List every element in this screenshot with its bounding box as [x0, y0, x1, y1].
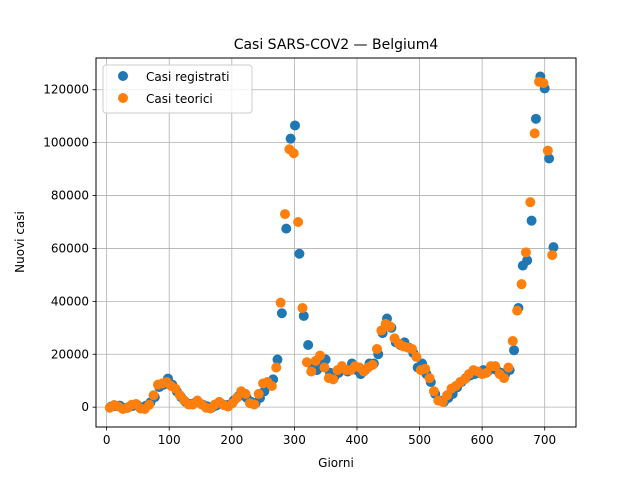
point-series-1 [306, 366, 317, 377]
point-series-1 [371, 343, 382, 354]
point-series-1 [275, 297, 286, 308]
point-series-1 [148, 390, 159, 401]
point-series-0 [522, 255, 533, 266]
point-series-1 [516, 279, 527, 290]
point-series-1 [288, 148, 299, 159]
point-series-1 [420, 363, 431, 374]
x-tick-label: 400 [346, 433, 369, 447]
point-series-0 [285, 133, 296, 144]
y-tick-label: 0 [81, 400, 89, 414]
axis-ticks: 0 100 200 300 400 500 600 700 0 20000 40000 60000 80… [43, 83, 556, 447]
point-series-0 [548, 242, 559, 253]
x-axis-label: Giorni [318, 456, 354, 470]
point-series-1 [503, 362, 514, 373]
point-series-1 [301, 357, 312, 368]
y-tick-label: 20000 [51, 347, 89, 361]
point-series-0 [530, 113, 541, 124]
legend-box [102, 64, 253, 114]
point-series-1 [547, 250, 558, 261]
point-series-1 [385, 321, 396, 332]
point-series-1 [367, 359, 378, 370]
point-series-1 [315, 350, 326, 361]
x-tick-label: 200 [220, 433, 243, 447]
data-points [104, 71, 559, 415]
point-series-1 [249, 399, 260, 410]
x-tick-label: 700 [533, 433, 556, 447]
point-series-1 [144, 399, 155, 410]
point-series-1 [240, 388, 251, 399]
legend-marker-casi-teorici [118, 93, 128, 103]
point-series-1 [428, 386, 439, 397]
point-series-0 [276, 308, 287, 319]
point-series-0 [272, 354, 283, 365]
point-series-1 [499, 373, 510, 384]
point-series-1 [411, 351, 422, 362]
point-series-1 [529, 128, 540, 139]
point-series-0 [298, 310, 309, 321]
y-tick-label: 40000 [51, 294, 89, 308]
y-tick-label: 120000 [43, 83, 89, 97]
point-series-1 [266, 381, 277, 391]
x-tick-label: 300 [283, 433, 306, 447]
point-series-1 [512, 305, 523, 316]
x-tick-label: 600 [471, 433, 494, 447]
y-tick-label: 60000 [51, 241, 89, 255]
point-series-1 [520, 247, 531, 258]
legend-label-casi-registrati: Casi registrati [146, 70, 229, 84]
y-tick-label: 80000 [51, 189, 89, 203]
point-series-1 [253, 388, 264, 399]
grid [96, 58, 576, 427]
legend: Casi registrati Casi teorici [102, 64, 253, 114]
point-series-0 [281, 223, 292, 234]
point-series-1 [542, 145, 553, 156]
point-series-1 [297, 302, 308, 313]
point-series-1 [424, 373, 435, 384]
chart-title: Casi SARS-COV2 — Belgium4 [234, 37, 439, 53]
point-series-1 [507, 336, 518, 347]
point-series-0 [290, 120, 301, 131]
point-series-1 [328, 374, 339, 385]
y-tick-label: 100000 [43, 136, 89, 150]
point-series-1 [407, 343, 418, 354]
plot-frame [95, 57, 577, 428]
point-series-0 [526, 215, 537, 226]
y-axis-label: Nuovi casi [13, 211, 27, 273]
x-tick-label: 0 [103, 433, 111, 447]
point-series-1 [525, 197, 536, 208]
point-series-0 [509, 345, 520, 356]
point-series-0 [544, 153, 555, 164]
x-tick-label: 500 [408, 433, 431, 447]
point-series-1 [271, 362, 282, 373]
point-series-1 [538, 78, 549, 89]
point-series-1 [319, 362, 330, 373]
x-tick-label: 100 [158, 433, 181, 447]
point-series-1 [279, 209, 290, 220]
legend-label-casi-teorici: Casi teorici [146, 92, 213, 106]
point-series-1 [490, 361, 501, 372]
legend-marker-casi-registrati [118, 71, 128, 81]
point-series-0 [303, 340, 314, 350]
point-series-1 [293, 217, 304, 227]
point-series-0 [294, 248, 305, 259]
